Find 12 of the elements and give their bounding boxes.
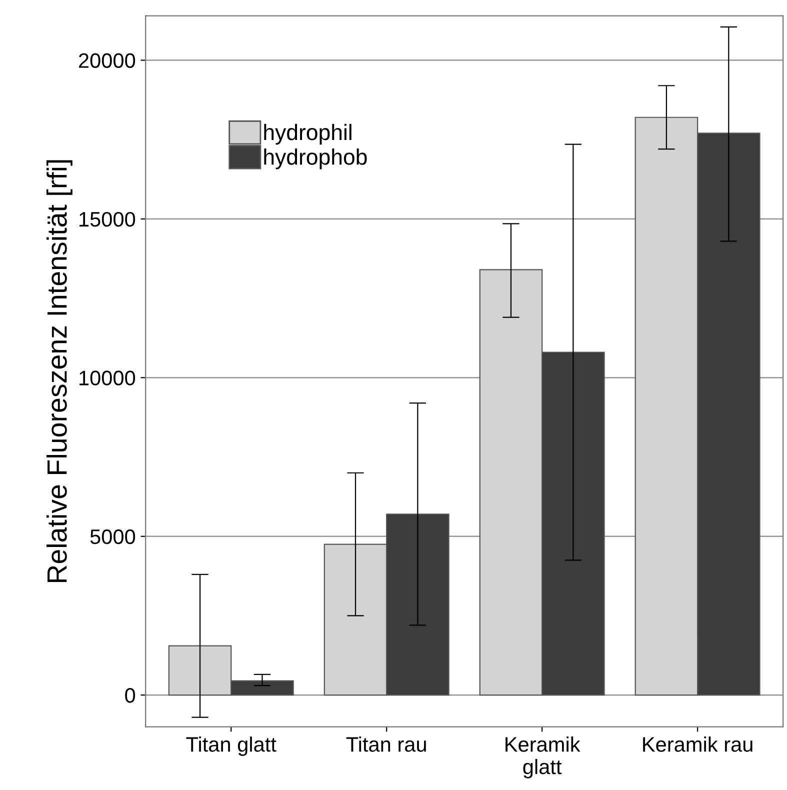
x-tick-label: Titan rau bbox=[346, 736, 426, 752]
y-tick-label: 0 bbox=[125, 688, 136, 703]
x-tick-label: Keramik rau bbox=[643, 736, 752, 752]
y-axis-title: Relative Fluoreszenz Intensität [rfi] bbox=[46, 160, 72, 582]
y-tick-label: 5000 bbox=[90, 529, 136, 544]
x-tick-label: Keramik glatt bbox=[506, 736, 580, 778]
y-tick-label: 20000 bbox=[78, 53, 136, 68]
y-tick-label: 15000 bbox=[80, 212, 136, 227]
x-tick-label: Titan glatt bbox=[186, 736, 276, 756]
legend-label: hydrophil bbox=[264, 124, 352, 145]
legend-label: hydrophob bbox=[264, 148, 367, 170]
y-tick-label: 10000 bbox=[80, 370, 136, 386]
